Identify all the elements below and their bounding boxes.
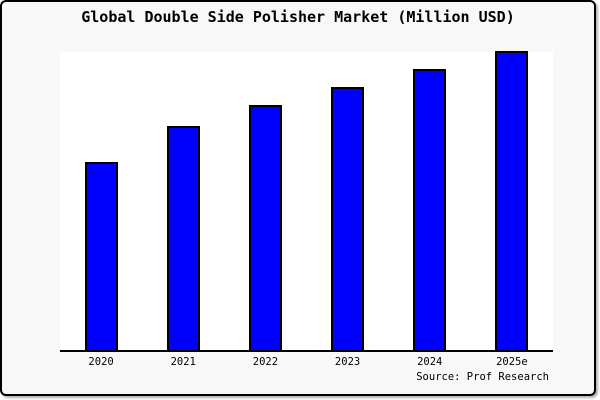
x-axis-label-2021: 2021 — [170, 356, 196, 368]
chart-title: Global Double Side Polisher Market (Mill… — [81, 8, 515, 26]
plot-area — [60, 51, 553, 352]
bar-2022 — [248, 104, 282, 350]
source-credit: Source: Prof Research — [416, 371, 549, 383]
x-axis-label-2024: 2024 — [417, 356, 443, 368]
bar-2023 — [331, 86, 365, 350]
x-axis-label-2022: 2022 — [252, 356, 279, 368]
x-axis: 2020 2021 2022 2023 2024 2025e — [60, 356, 553, 370]
bar-2025e — [495, 51, 529, 350]
bar-2021 — [166, 125, 200, 350]
x-axis-label-2025e: 2025e — [496, 356, 528, 368]
x-axis-label-2023: 2023 — [334, 356, 361, 368]
x-axis-label-2020: 2020 — [88, 356, 114, 368]
bar-2024 — [413, 68, 447, 350]
bar-2020 — [84, 161, 118, 350]
